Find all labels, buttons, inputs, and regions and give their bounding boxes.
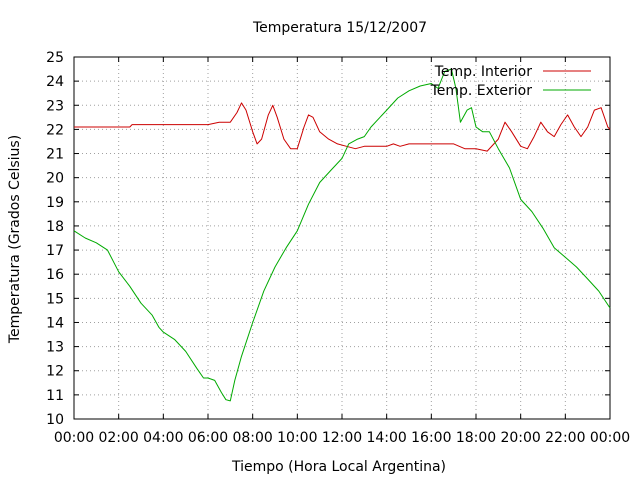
x-tick-label: 08:00 bbox=[232, 430, 272, 446]
x-tick-label: 02:00 bbox=[98, 430, 138, 446]
grid-lines bbox=[74, 57, 610, 419]
x-tick-label: 14:00 bbox=[366, 430, 406, 446]
y-tick-label: 23 bbox=[46, 98, 64, 114]
series-line bbox=[73, 68, 611, 402]
y-tick-label: 14 bbox=[46, 315, 64, 331]
x-tick-label: 22:00 bbox=[545, 430, 585, 446]
chart-title: Temperatura 15/12/2007 bbox=[252, 20, 427, 36]
y-tick-label: 11 bbox=[46, 388, 64, 404]
y-tick-label: 19 bbox=[46, 195, 64, 211]
y-tick-label: 21 bbox=[46, 147, 64, 163]
y-tick-label: 13 bbox=[46, 340, 64, 356]
y-tick-label: 12 bbox=[46, 364, 64, 380]
y-tick-label: 16 bbox=[46, 267, 64, 283]
y-tick-label: 24 bbox=[46, 74, 64, 90]
x-tick-label: 20:00 bbox=[500, 430, 540, 446]
x-tick-label: 16:00 bbox=[411, 430, 451, 446]
y-tick-label: 25 bbox=[46, 50, 64, 66]
series-line bbox=[74, 102, 611, 152]
y-tick-label: 18 bbox=[46, 219, 64, 235]
x-tick-label: 06:00 bbox=[188, 430, 228, 446]
x-tick-label: 00:00 bbox=[590, 430, 630, 446]
x-tick-label: 18:00 bbox=[456, 430, 496, 446]
x-tick-label: 00:00 bbox=[54, 430, 94, 446]
y-tick-label: 15 bbox=[46, 291, 64, 307]
y-tick-label: 10 bbox=[46, 412, 64, 428]
x-tick-label: 04:00 bbox=[143, 430, 183, 446]
y-tick-label: 17 bbox=[46, 243, 64, 259]
legend-label: Temp. Interior bbox=[434, 64, 533, 80]
x-tick-label: 12:00 bbox=[322, 430, 362, 446]
y-tick-label: 20 bbox=[46, 171, 64, 187]
y-axis-label: Temperatura (Grados Celsius) bbox=[7, 135, 23, 344]
axis-ticks: 00:00 02:00 04:00 06:00 08:00 10:00 12:00 14:00… bbox=[46, 50, 630, 446]
y-tick-label: 22 bbox=[46, 122, 64, 138]
legend: Temp. Interior Temp. Exterior bbox=[430, 64, 591, 99]
x-tick-label: 10:00 bbox=[277, 430, 317, 446]
legend-label: Temp. Exterior bbox=[430, 83, 533, 99]
x-axis-label: Tiempo (Hora Local Argentina) bbox=[231, 459, 446, 475]
series-lines bbox=[73, 68, 611, 402]
